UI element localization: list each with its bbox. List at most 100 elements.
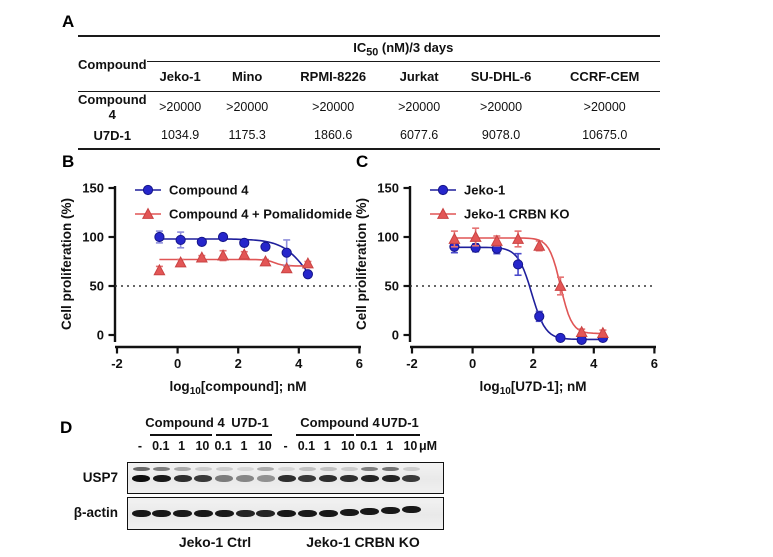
x-tick-label: 0 xyxy=(174,356,181,371)
usp7-band xyxy=(256,475,275,482)
ic50-value: 1175.3 xyxy=(228,128,266,142)
x-tick-label: -2 xyxy=(111,356,123,371)
beta-actin-band xyxy=(277,510,297,517)
dose-label: 1 xyxy=(178,439,186,453)
panel-d-label: D xyxy=(60,418,73,437)
data-point-circle xyxy=(154,231,165,243)
ic50-value: 9078.0 xyxy=(481,128,521,142)
y-axis-title: Cell proliferation (%) xyxy=(354,198,369,330)
ic50-value: >20000 xyxy=(312,100,355,114)
table-row: Compound 4 >20000 >20000 >20000 >20000 >20000… xyxy=(78,92,660,122)
table-col-header: Jeko-1 xyxy=(146,61,214,92)
blot-row-label: USP7 xyxy=(82,470,118,485)
beta-actin-band xyxy=(339,509,359,517)
data-point-triangle xyxy=(301,256,314,269)
x-tick-label: 4 xyxy=(590,356,598,371)
data-point-triangle xyxy=(259,255,272,267)
usp7-band xyxy=(381,475,400,482)
y-axis-title: Cell proliferation (%) xyxy=(59,198,74,330)
treatment-group-label: Compound 4 xyxy=(300,415,380,430)
condition-label: Jeko-1 CRBN KO xyxy=(306,534,420,550)
data-point-circle xyxy=(512,259,524,270)
data-point-triangle xyxy=(141,207,155,219)
usp7-band xyxy=(132,475,150,482)
data-point-circle xyxy=(175,234,186,246)
data-point-circle xyxy=(302,269,313,280)
usp7-upper-band xyxy=(361,467,379,471)
data-point-triangle xyxy=(436,207,450,219)
data-point-triangle xyxy=(512,232,525,244)
usp7-upper-band xyxy=(402,467,420,471)
chart-panel-c: -2 0 2 4 6 0 50 100 150 Jeko-1 Jeko-1 CRBN KO log10… xyxy=(354,181,658,398)
usp7-band xyxy=(402,475,421,482)
chart-panel-b: -2 0 2 4 6 0 50 100 150 Compound 4 Compound 4 + Po… xyxy=(59,181,363,398)
usp7-band xyxy=(215,475,234,482)
data-point-circle xyxy=(217,231,229,243)
data-point-triangle xyxy=(448,232,461,244)
x-tick-label: 2 xyxy=(530,356,537,371)
data-point-circle xyxy=(437,184,449,196)
data-point-triangle xyxy=(533,239,546,251)
data-point-circle xyxy=(281,247,292,258)
data-point-triangle xyxy=(490,234,503,246)
ic50-value: >20000 xyxy=(398,100,441,114)
dose-label: 1 xyxy=(240,439,248,453)
usp7-band xyxy=(298,475,317,482)
table-row: U7D-1 1034.9 1175.3 1860.6 6077.6 9078.0 10675… xyxy=(78,122,660,149)
data-point-triangle xyxy=(554,279,567,291)
y-tick-label: 100 xyxy=(377,230,399,245)
compound-name: U7D-1 xyxy=(93,127,132,143)
dose-label: - xyxy=(137,439,143,453)
y-tick-label: 150 xyxy=(377,181,399,196)
data-point-circle xyxy=(555,332,566,344)
panel-a-label: A xyxy=(62,12,75,31)
table-col-header: Jurkat xyxy=(385,61,453,92)
treatment-group-underline xyxy=(356,434,420,436)
dose-label: 0.1 xyxy=(152,439,170,453)
dose-label: 1 xyxy=(323,439,331,453)
treatment-group-label: Compound 4 xyxy=(145,415,225,430)
beta-actin-band xyxy=(318,510,338,517)
table-col-header: RPMI-8226 xyxy=(280,61,386,92)
treatment-group-underline xyxy=(216,434,272,436)
panel-c-label: C xyxy=(356,152,369,171)
usp7-band xyxy=(173,475,192,482)
x-tick-label: 2 xyxy=(235,356,242,371)
usp7-band xyxy=(319,475,338,482)
dose-label: 0.1 xyxy=(297,439,316,453)
dose-label: 1 xyxy=(386,439,394,453)
data-point-triangle xyxy=(217,249,230,261)
panel-b-label: B xyxy=(62,152,75,171)
x-tick-label: 0 xyxy=(469,356,476,371)
data-point-triangle xyxy=(596,326,609,338)
beta-actin-band xyxy=(256,510,276,517)
fit-curve xyxy=(454,246,603,341)
usp7-upper-band xyxy=(153,467,171,471)
usp7-band xyxy=(277,475,296,482)
dose-label: 10 xyxy=(195,439,210,453)
y-tick-label: 50 xyxy=(385,279,399,294)
ic50-value: 6077.6 xyxy=(400,128,439,142)
usp7-upper-band xyxy=(382,467,400,471)
usp7-blot xyxy=(127,462,444,494)
usp7-band xyxy=(152,475,171,482)
beta-actin-blot xyxy=(127,497,444,530)
x-tick-label: 6 xyxy=(356,356,363,371)
ic50-table: Compound IC50 (nM)/3 days Jeko-1 Mino RPMI-8… xyxy=(78,35,660,150)
usp7-upper-band xyxy=(278,467,296,471)
treatment-group-label: U7D-1 xyxy=(381,415,419,430)
usp7-band xyxy=(340,475,358,482)
data-point-triangle xyxy=(174,256,187,268)
legend-label: Jeko-1 CRBN KO xyxy=(464,207,569,222)
beta-actin-band xyxy=(235,510,255,517)
ic50-value: >20000 xyxy=(480,100,523,114)
condition-label: Jeko-1 Ctrl xyxy=(178,534,252,550)
beta-actin-band xyxy=(401,506,421,514)
usp7-upper-band xyxy=(174,467,192,471)
data-point-circle xyxy=(239,237,250,248)
data-point-circle xyxy=(534,311,545,322)
y-tick-label: 150 xyxy=(82,181,104,196)
y-tick-label: 0 xyxy=(97,328,104,343)
usp7-upper-band xyxy=(298,467,316,471)
